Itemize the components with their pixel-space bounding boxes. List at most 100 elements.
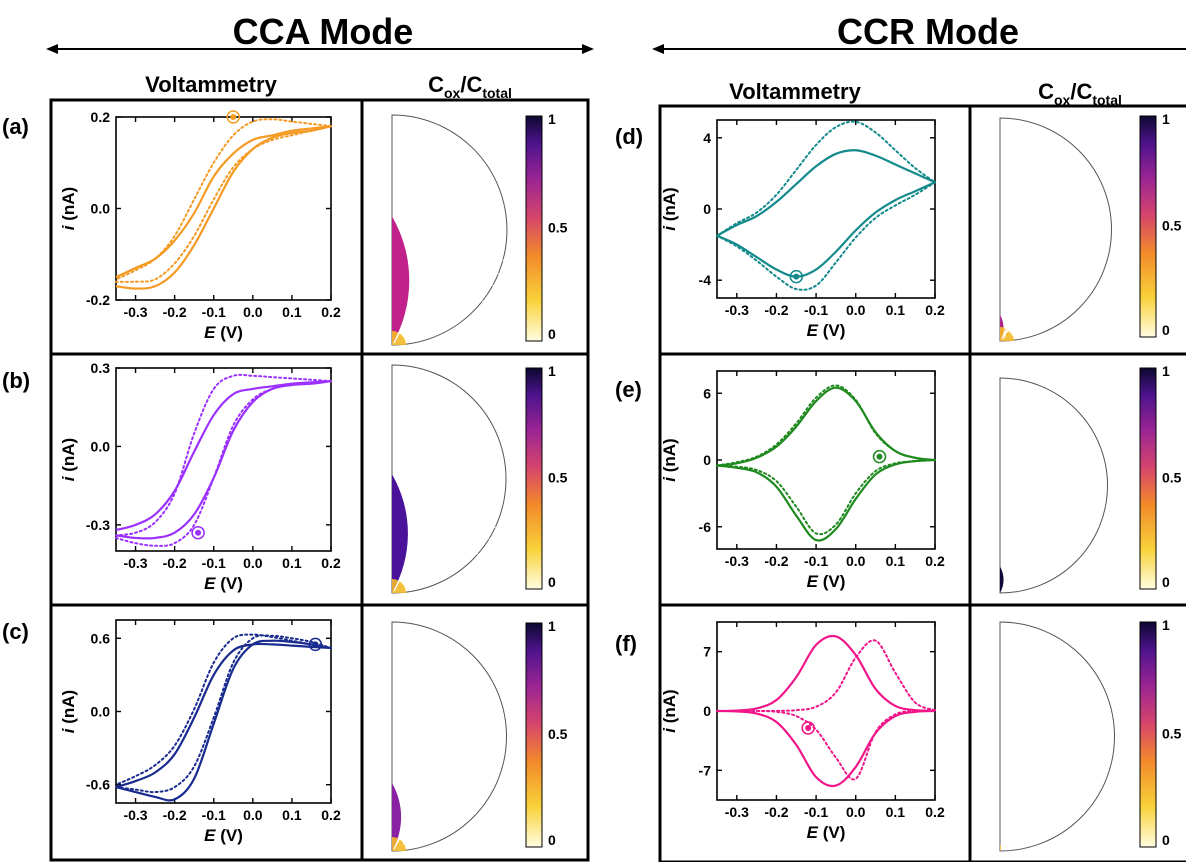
domain-outline	[391, 621, 507, 852]
x-tick-label: 0.1	[282, 555, 302, 571]
cca-header: CCA Mode	[46, 11, 594, 54]
colorbar-tick-label: 0.5	[548, 726, 568, 742]
colorbar-tick-label: 1	[548, 363, 556, 379]
panel-label: (b)	[2, 368, 30, 393]
solid-curve	[115, 642, 332, 789]
y-axis-label: i (nA)	[660, 187, 679, 230]
dotted-curve	[716, 639, 936, 713]
x-axis-label: E (V)	[807, 572, 846, 591]
x-tick-label: 0.2	[925, 302, 945, 318]
x-tick-label: 0.0	[243, 304, 263, 320]
concentration-dome	[392, 216, 410, 345]
x-tick-label: 0.0	[243, 555, 263, 571]
x-tick-label: -0.2	[163, 304, 187, 320]
dotted-curve	[115, 380, 332, 547]
dotted-curve	[115, 373, 332, 537]
x-tick-label: -0.3	[725, 804, 749, 820]
dotted-curve	[115, 633, 332, 786]
y-tick-label: 0.2	[91, 109, 111, 125]
colorbar-tick-label: 0	[548, 574, 556, 590]
electrode-gradient	[1000, 327, 1014, 341]
ccr-frame	[658, 104, 1186, 862]
x-tick-label: 0.1	[886, 804, 906, 820]
x-tick-label: -0.3	[123, 807, 147, 823]
x-tick-label: 0.1	[282, 304, 302, 320]
colorbar-tick-label: 0	[1162, 322, 1170, 338]
x-tick-label: 0.0	[846, 553, 866, 569]
streamline	[393, 553, 418, 592]
domain-outline	[999, 117, 1112, 342]
x-tick-label: 0.0	[243, 807, 263, 823]
colorbar-tick-label: 0.5	[1162, 470, 1182, 486]
ccr-header: CCR Mode	[652, 11, 1186, 54]
concentration-dome	[392, 474, 408, 593]
y-tick-label: 6	[703, 385, 711, 401]
dotted-curve	[115, 118, 332, 281]
voltammetry-header-left: Voltammetry	[145, 72, 277, 97]
x-tick-label: -0.3	[123, 555, 147, 571]
concentration-dome	[1000, 844, 1001, 851]
colorbar-tick-label: 0.5	[548, 220, 568, 236]
y-tick-label: 0.3	[91, 360, 111, 376]
state-marker	[872, 449, 887, 464]
x-tick-label: 0.0	[846, 804, 866, 820]
dotted-curve	[716, 120, 936, 237]
concentration-map-panel: 10.50	[999, 363, 1182, 594]
x-tick-label: 0.1	[886, 302, 906, 318]
colorbar	[525, 622, 543, 848]
panel-label: (a)	[2, 114, 29, 139]
solid-curve	[716, 634, 936, 713]
panel-label: (e)	[615, 377, 642, 402]
y-tick-label: -0.3	[86, 517, 110, 533]
x-axis-label: E (V)	[204, 826, 243, 845]
state-marker-dot	[876, 453, 883, 460]
concentration-map-panel: 10.50	[391, 618, 568, 852]
solid-curve	[115, 639, 332, 802]
voltammogram-panel: (a) -0.3 -0.2 -0.1 0.0 0.1 0.2 0.2 0.0 -0.2 E (V) i…	[2, 109, 341, 342]
concentration-map-panel: 10.50	[391, 363, 568, 594]
plot-axes-box	[115, 367, 332, 552]
solid-curve	[716, 181, 936, 278]
state-marker	[191, 525, 205, 540]
state-marker-dot	[312, 641, 319, 648]
streamline	[393, 301, 420, 344]
solid-curve	[115, 125, 332, 290]
electrode-gradient	[392, 837, 406, 851]
colorbar-tick-label: 0.5	[548, 470, 568, 486]
state-marker	[226, 110, 241, 124]
colorbar-tick-label: 0.5	[1162, 726, 1182, 742]
concentration-header-left: Cox/Ctotal	[428, 72, 512, 101]
state-marker	[801, 721, 815, 735]
concentration-dome	[1000, 566, 1004, 593]
x-tick-label: -0.1	[202, 807, 226, 823]
x-axis-label: E (V)	[807, 321, 846, 340]
streamline	[1001, 331, 1007, 340]
state-marker	[789, 269, 804, 284]
streamline	[393, 827, 407, 850]
concentration-header-right: Cox/Ctotal	[1038, 79, 1122, 108]
cca-frame	[49, 98, 590, 862]
concentration-map-panel: 10.50	[999, 617, 1182, 852]
colorbar	[1139, 621, 1157, 848]
y-axis-label: i (nA)	[59, 438, 78, 481]
voltammogram-panel: (e) -0.3 -0.2 -0.1 0.0 0.1 0.2 6 0 -6 E (V) i (nA)	[615, 370, 945, 591]
y-tick-label: 0.0	[91, 438, 111, 454]
x-tick-label: 0.2	[925, 553, 945, 569]
x-tick-label: 0.0	[846, 302, 866, 318]
streamline	[393, 474, 418, 592]
dotted-curve	[716, 384, 936, 467]
x-tick-label: 0.1	[282, 807, 302, 823]
panel-label: (f)	[615, 631, 637, 656]
solid-curve	[115, 379, 332, 532]
x-tick-label: 0.2	[321, 555, 341, 571]
concentration-map-panel: 10.50	[999, 111, 1182, 342]
domain-outline	[391, 114, 508, 346]
solid-curve	[716, 709, 936, 788]
colorbar-tick-label: 0	[548, 326, 556, 342]
state-marker-dot	[793, 273, 800, 280]
colorbar	[1139, 115, 1157, 338]
domain-outline	[999, 621, 1115, 852]
voltammogram-panel: (b) -0.3 -0.2 -0.1 0.0 0.1 0.2 0.3 0.0 -0.3 E (V) i…	[2, 360, 341, 593]
voltammogram-panel: (d) -0.3 -0.2 -0.1 0.0 0.1 0.2 4 0 -4 E (V) i (nA)	[615, 119, 945, 340]
x-tick-label: 0.2	[321, 807, 341, 823]
